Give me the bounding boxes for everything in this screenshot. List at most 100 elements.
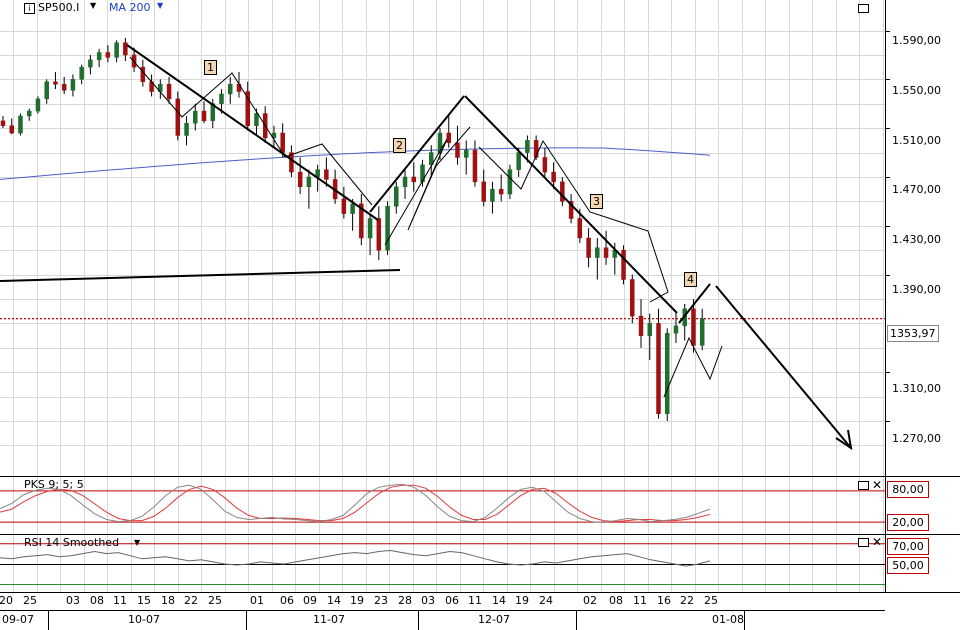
candle-body <box>420 164 425 183</box>
wave-4-line <box>678 283 711 324</box>
stoch-level-80: 80,00 <box>887 481 929 498</box>
rsi-dropdown-icon[interactable]: ▼ <box>134 538 141 547</box>
candle-body <box>533 140 539 158</box>
x-month-label: 10-07 <box>128 613 160 626</box>
candle-body <box>621 249 626 280</box>
stoch-level-20: 20,00 <box>887 514 929 531</box>
candle-body <box>560 181 565 202</box>
candle-body <box>26 110 32 117</box>
candle-body <box>53 81 58 85</box>
x-month-label: 11-07 <box>313 613 345 626</box>
symbol-label[interactable]: SP500.I <box>38 1 80 14</box>
y-tick-label: 1.510,00 <box>892 134 941 147</box>
close-stoch-panel-icon[interactable]: ✕ <box>872 478 883 492</box>
zigzag-wave-2 <box>384 126 471 246</box>
close-rsi-panel-icon[interactable]: ✕ <box>872 535 883 549</box>
candle-body <box>184 123 189 136</box>
x-day-label: 28 <box>398 594 412 607</box>
candle-body <box>96 52 102 61</box>
candle-body <box>463 149 469 158</box>
y-tick-label: 1.390,00 <box>892 283 941 296</box>
candle-body <box>630 279 635 317</box>
candle-body <box>603 247 609 258</box>
rsi-line <box>0 549 711 567</box>
candle-body <box>254 113 259 126</box>
wave-label-2: 2 <box>393 138 406 153</box>
rsi-level-70: 70,00 <box>887 538 929 555</box>
symbol-dropdown-icon[interactable]: ▼ <box>90 1 97 10</box>
candle-body <box>79 66 84 80</box>
zigzag-wave-1 <box>129 56 373 206</box>
candle-body <box>446 132 451 144</box>
indicator-label[interactable]: MA 200 <box>109 1 151 14</box>
rsi-title[interactable]: RSI 14 Smoothed <box>24 536 120 549</box>
x-day-label: 16 <box>657 594 671 607</box>
y-tick-label: 1.430,00 <box>892 233 941 246</box>
x-day-label: 08 <box>90 594 104 607</box>
candle-body <box>280 132 285 153</box>
x-day-label: 25 <box>208 594 222 607</box>
candle-body <box>385 206 390 251</box>
x-day-label: 09 <box>303 594 317 607</box>
candle-body <box>402 176 408 187</box>
x-day-label: 22 <box>184 594 198 607</box>
maximize-rsi-panel-icon[interactable] <box>858 538 869 547</box>
candle-body <box>140 66 146 83</box>
y-tick-label: 1.470,00 <box>892 183 941 196</box>
x-day-label: 14 <box>492 594 506 607</box>
x-day-label: 15 <box>137 594 151 607</box>
candle-body <box>35 98 41 112</box>
candle-body <box>568 201 574 219</box>
x-month-label: 01-08 <box>712 613 744 626</box>
candle-body <box>9 125 14 134</box>
candle-body <box>359 203 364 239</box>
wave-label-3: 3 <box>590 194 603 209</box>
x-day-label: 25 <box>704 594 718 607</box>
candle-body <box>472 149 478 183</box>
x-day-label: 14 <box>327 594 341 607</box>
info-icon[interactable]: i <box>24 3 35 14</box>
candle-body <box>394 186 399 207</box>
candle-body <box>61 83 67 91</box>
indicator-dropdown-icon[interactable]: ▼ <box>157 1 164 10</box>
x-day-label: 24 <box>539 594 553 607</box>
candle-body <box>455 142 460 158</box>
candle-body <box>595 247 600 258</box>
wave-label-1: 1 <box>204 60 217 75</box>
wave-label-4: 4 <box>684 272 697 287</box>
candle-body <box>481 181 486 202</box>
x-day-label: 11 <box>468 594 482 607</box>
candle-body <box>673 325 679 334</box>
x-day-label: 01 <box>250 594 264 607</box>
maximize-price-panel-icon[interactable] <box>858 4 869 13</box>
projection-arrow-head <box>835 429 853 451</box>
candle-body <box>429 152 434 166</box>
candle-body <box>542 157 548 173</box>
candle-body <box>44 81 49 100</box>
last-price-label: 1353,97 <box>887 325 939 342</box>
x-day-label: 18 <box>161 594 175 607</box>
stoch-title[interactable]: PKS 9; 5; 5 <box>24 478 84 491</box>
candle-body <box>498 188 504 195</box>
candle-body <box>88 59 93 68</box>
candle-body <box>297 171 303 187</box>
stoch-d-line <box>0 484 711 523</box>
candle-body <box>507 169 513 195</box>
candle-body <box>691 308 696 346</box>
x-day-label: 02 <box>583 594 597 607</box>
x-day-label: 03 <box>66 594 80 607</box>
candle-body <box>586 237 591 258</box>
maximize-stoch-panel-icon[interactable] <box>858 481 869 490</box>
x-day-label: 03 <box>421 594 435 607</box>
candle-body <box>166 83 172 100</box>
projection-arrow-line <box>715 285 852 449</box>
candle-body <box>490 188 495 202</box>
x-day-label: 20 <box>0 594 13 607</box>
stoch-k-line <box>0 483 711 524</box>
x-month-label: 09-07 <box>2 613 34 626</box>
x-month-label: 12-07 <box>478 613 510 626</box>
x-day-label: 06 <box>445 594 459 607</box>
rsi-level-50: 50,00 <box>887 557 929 574</box>
